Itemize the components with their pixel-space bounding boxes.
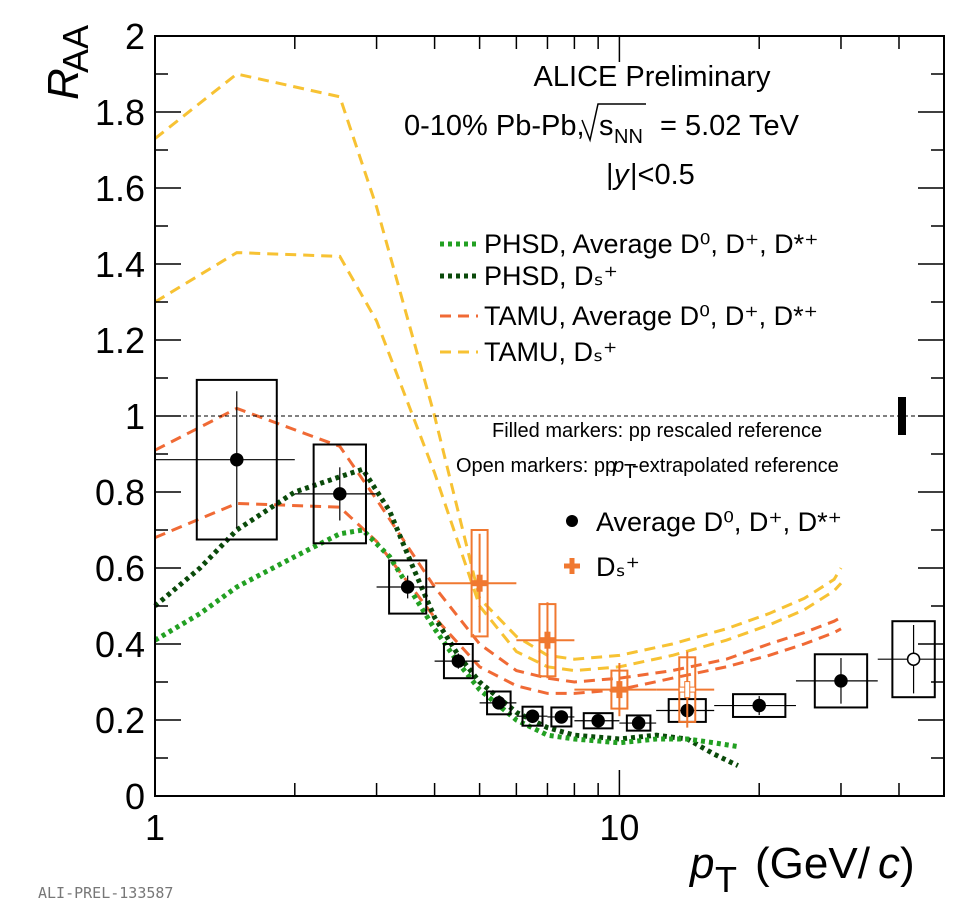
svg-text:(GeV/: (GeV/	[755, 839, 871, 888]
model-curve	[154, 406, 842, 684]
svg-text:|: |	[606, 159, 614, 191]
legend-label: Average D⁰, D⁺, D*⁺	[596, 507, 842, 537]
svg-text:-extrapolated reference: -extrapolated reference	[632, 455, 839, 477]
svg-text:y: y	[612, 159, 630, 191]
legend-marker	[566, 515, 578, 527]
system-label: 0-10% Pb-Pb, s NN = 5.02 TeV	[404, 103, 800, 148]
legend-label: PHSD, Dₛ⁺	[484, 261, 618, 291]
average-d-marker	[591, 714, 605, 728]
average-d-marker	[492, 696, 506, 710]
rapidity-label: | y |<0.5	[606, 159, 695, 191]
y-tick-label: 1.8	[95, 92, 145, 133]
legend-label: TAMU, Dₛ⁺	[484, 337, 617, 367]
model-curve	[153, 466, 739, 768]
svg-text:|<0.5: |<0.5	[630, 159, 695, 191]
svg-text:s: s	[599, 110, 614, 142]
model-curve	[154, 501, 842, 695]
reference-line	[155, 397, 944, 435]
annotation-block: ALICE Preliminary 0-10% Pb-Pb, s NN = 5.…	[404, 61, 839, 483]
average-d-marker	[631, 716, 646, 730]
svg-text:0-10% Pb-Pb,: 0-10% Pb-Pb,	[404, 110, 585, 142]
y-tick-label: 1.6	[95, 168, 145, 209]
legend-label: PHSD, Average D⁰, D⁺, D*⁺	[484, 229, 818, 259]
y-tick-label: 1.4	[95, 244, 145, 285]
y-tick-label: 1	[125, 396, 145, 437]
y-axis-title-subscript: AA	[55, 25, 96, 73]
svg-text:p: p	[612, 455, 624, 477]
x-tick-label: 10	[599, 807, 639, 848]
ds-marker-v	[684, 681, 691, 699]
legend-label: Dₛ⁺	[596, 552, 640, 582]
ds-marker-v	[544, 631, 551, 649]
y-tick-label: 0.6	[95, 548, 145, 589]
figure-id: ALI-PREL-133587	[38, 884, 173, 902]
experiment-label: ALICE Preliminary	[534, 61, 771, 93]
axes: 0 0.2 0.4 0.6 0.8 1 1.2 1.4 1.6 1.8 2 1 10	[95, 16, 945, 848]
average-d-marker	[834, 674, 848, 688]
svg-text:p: p	[688, 839, 714, 888]
svg-text:= 5.02 TeV: = 5.02 TeV	[660, 110, 800, 142]
legend: PHSD, Average D⁰, D⁺, D*⁺PHSD, Dₛ⁺ TAMU, …	[440, 229, 842, 582]
svg-text:Open markers: pp: Open markers: pp	[456, 455, 616, 477]
svg-text:): )	[900, 839, 915, 888]
svg-text:T: T	[715, 859, 737, 900]
y-tick-label: 2	[125, 16, 145, 57]
ds-marker-v	[476, 574, 483, 592]
y-tick-label: 0	[125, 776, 145, 817]
filled-markers-note: Filled markers: pp rescaled reference	[492, 420, 822, 442]
svg-text:c: c	[878, 839, 900, 888]
y-axis-title: R	[39, 68, 88, 100]
legend-marker-v	[569, 558, 575, 574]
average-d-marker	[554, 710, 569, 724]
legend-label: TAMU, Average D⁰, D⁺, D*⁺	[484, 301, 818, 331]
normalization-uncertainty-box	[898, 397, 906, 435]
ds-marker-v	[616, 681, 623, 699]
average-d-marker	[451, 654, 466, 668]
average-d-marker	[906, 652, 921, 666]
model-curve	[154, 251, 843, 673]
y-tick-label: 0.8	[95, 472, 145, 513]
model-curve	[154, 72, 843, 661]
svg-text:T: T	[624, 461, 636, 483]
y-tick-label: 0.2	[95, 700, 145, 741]
y-tick-label: 0.4	[95, 624, 145, 665]
average-d-marker	[752, 698, 766, 713]
average-d-marker	[525, 709, 540, 723]
average-d-marker	[400, 580, 415, 594]
x-tick-label: 1	[145, 807, 165, 848]
x-axis-title: p T (GeV/ c )	[688, 839, 915, 900]
svg-text:NN: NN	[614, 126, 643, 148]
y-tick-label: 1.2	[95, 320, 145, 361]
data-points	[155, 378, 944, 732]
open-markers-note: Open markers: pp p T -extrapolated refer…	[456, 455, 839, 483]
average-d-marker	[230, 452, 244, 467]
average-d-marker	[333, 487, 347, 501]
